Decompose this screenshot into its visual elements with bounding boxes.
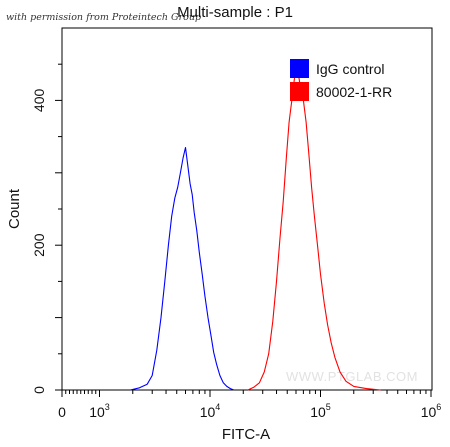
chart-title: Multi-sample : P1 <box>177 4 293 21</box>
series-layer <box>130 67 381 391</box>
legend-label-80002-1-rr: 80002-1-RR <box>316 84 392 100</box>
x-tick-label: 105 <box>310 402 331 420</box>
legend: IgG control 80002-1-RR <box>290 59 392 101</box>
y-tick-label: 200 <box>31 233 47 257</box>
x-tick-label: 0 <box>58 404 66 420</box>
y-tick-label: 0 <box>31 386 47 394</box>
x-tick-label: 103 <box>89 402 110 420</box>
x-tick-label: 106 <box>421 402 442 420</box>
legend-swatch-igg-control <box>290 59 309 78</box>
x-axis-title: FITC-A <box>222 426 270 443</box>
x-axis: 0 103 104 105 106 <box>58 390 441 420</box>
legend-label-igg-control: IgG control <box>316 61 384 77</box>
permission-note: with permission from Proteintech Group <box>6 12 201 23</box>
watermark: WWW.PTGLAB.COM <box>286 369 418 384</box>
legend-swatch-80002-1-rr <box>290 82 309 101</box>
y-tick-label: 400 <box>31 89 47 113</box>
series-line-igg-control <box>130 146 235 391</box>
y-axis-title: Count <box>6 188 23 229</box>
y-axis: 0 200 400 <box>31 63 62 394</box>
x-tick-label: 104 <box>200 402 221 420</box>
series-line-80002-1-rr <box>247 67 381 391</box>
plot-frame <box>61 27 433 391</box>
